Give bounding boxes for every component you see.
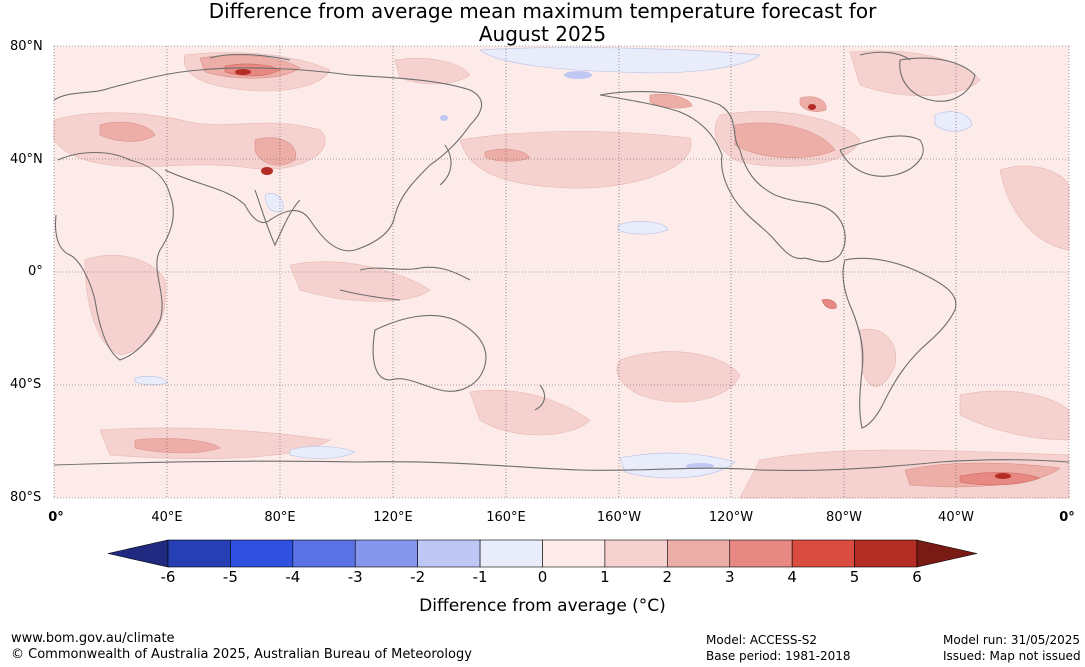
- footer-model: Model: ACCESS-S2: [706, 633, 818, 647]
- colorbar-tick-label: -6: [160, 568, 176, 586]
- lat-label-80n: 80°N: [10, 39, 43, 54]
- footer-issued: Issued: Map not issued: [943, 649, 1081, 663]
- colorbar-label: Difference from average (°C): [419, 596, 666, 616]
- colorbar-tick-label: 3: [724, 568, 735, 586]
- lon-label-80e: 80°E: [264, 510, 296, 525]
- colorbar-segment: [729, 539, 793, 568]
- title-line-2: August 2025: [478, 22, 607, 46]
- gridlines: [53, 45, 1070, 499]
- colorbar-segment: [604, 539, 668, 568]
- coastlines: [53, 51, 1070, 472]
- lon-label-120w: 120°W: [708, 510, 754, 525]
- colorbar-tick-label: -4: [285, 568, 301, 586]
- colorbar-tick-label: -3: [347, 568, 363, 586]
- anomaly-regions-cool: [134, 47, 973, 479]
- colorbar-segment: [542, 539, 606, 568]
- colorbar-tick-label: 5: [849, 568, 860, 586]
- map-title: Difference from average mean maximum tem…: [0, 0, 1085, 46]
- colorbar-segments: [107, 539, 978, 568]
- lon-label-40w: 40°W: [938, 510, 974, 525]
- footer-website: www.bom.gov.au/climate: [11, 631, 175, 646]
- colorbar-tick-label: 0: [537, 568, 548, 586]
- colorbar-extend-high: [916, 539, 978, 568]
- colorbar-tick-label: 4: [787, 568, 797, 586]
- colorbar-segment: [292, 539, 356, 568]
- lat-label-40n: 40°N: [10, 152, 43, 167]
- lon-label-120e: 120°E: [373, 510, 413, 525]
- footer-model-run: Model run: 31/05/2025: [943, 633, 1081, 647]
- footer-copyright: © Commonwealth of Australia 2025, Austra…: [11, 647, 472, 662]
- colorbar-segment: [854, 539, 918, 568]
- colorbar-tick-label: -1: [472, 568, 488, 586]
- footer-base-period: Base period: 1981-2018: [706, 649, 851, 663]
- title-line-1: Difference from average mean maximum tem…: [208, 0, 877, 23]
- colorbar-tick-label: -5: [222, 568, 238, 586]
- anomaly-regions-cool-2: [440, 71, 714, 469]
- colorbar-extend-low: [107, 539, 169, 568]
- lon-label-0-right: 0°: [1059, 510, 1075, 525]
- colorbar-segment: [667, 539, 731, 568]
- colorbar-segment: [230, 539, 294, 568]
- colorbar-tick-label: -2: [410, 568, 426, 586]
- lon-label-160e: 160°E: [486, 510, 526, 525]
- lon-label-160w: 160°W: [596, 510, 642, 525]
- lat-label-40s: 40°S: [10, 377, 42, 392]
- colorbar-tick-label: 1: [600, 568, 610, 586]
- lat-label-0: 0°: [28, 264, 43, 279]
- lon-label-40e: 40°E: [151, 510, 183, 525]
- lat-label-80s: 80°S: [10, 490, 42, 505]
- colorbar-tick-label: 6: [912, 568, 922, 586]
- colorbar-segment: [417, 539, 481, 568]
- colorbar-segment: [479, 539, 543, 568]
- colorbar-segment: [791, 539, 855, 568]
- lon-label-0-left: 0°: [48, 510, 64, 525]
- lon-label-80w: 80°W: [826, 510, 862, 525]
- colorbar-tick-label: 2: [662, 568, 673, 586]
- colorbar-segment: [167, 539, 231, 568]
- anomaly-regions-5-6: [235, 69, 1011, 479]
- colorbar-segment: [354, 539, 418, 568]
